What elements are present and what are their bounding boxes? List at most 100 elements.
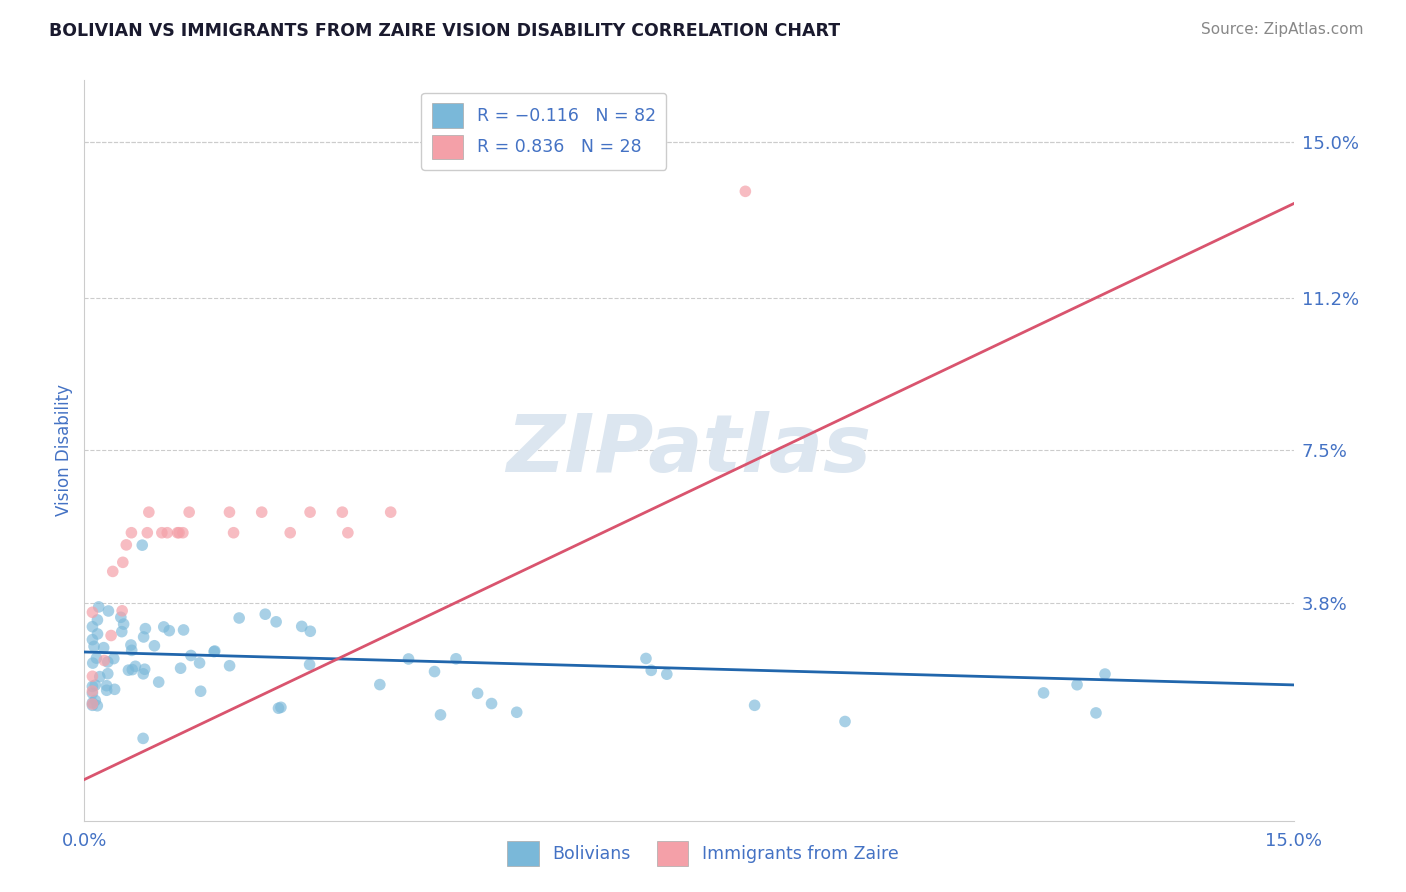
Point <box>86 651 108 665</box>
Point <box>506 706 529 720</box>
Point <box>134 622 156 636</box>
Y-axis label: Vision Disability: Vision Disability <box>55 384 73 516</box>
Point <box>84 678 107 692</box>
Legend: R = −0.116   N = 82, R = 0.836   N = 28: R = −0.116 N = 82, R = 0.836 N = 28 <box>422 93 666 169</box>
Point <box>640 664 662 678</box>
Point <box>368 677 391 691</box>
Point <box>86 627 108 641</box>
Point <box>298 657 321 672</box>
Point <box>299 624 322 639</box>
Point <box>1032 686 1054 700</box>
Point <box>166 525 188 540</box>
Legend: Bolivians, Immigrants from Zaire: Bolivians, Immigrants from Zaire <box>501 834 905 872</box>
Point <box>467 686 489 700</box>
Point <box>96 683 118 698</box>
Point <box>82 697 104 711</box>
Point <box>202 645 225 659</box>
Point <box>112 617 135 632</box>
Point <box>398 652 420 666</box>
Point <box>254 607 277 622</box>
Point <box>131 538 153 552</box>
Point <box>444 652 467 666</box>
Point <box>655 667 678 681</box>
Point <box>89 670 111 684</box>
Point <box>156 525 179 540</box>
Point <box>150 525 173 540</box>
Point <box>111 604 134 618</box>
Point <box>204 644 226 658</box>
Text: ZIPatlas: ZIPatlas <box>506 411 872 490</box>
Point <box>190 684 212 698</box>
Point <box>152 620 174 634</box>
Point <box>97 604 120 618</box>
Point <box>82 680 104 694</box>
Point <box>278 525 301 540</box>
Point <box>82 632 104 647</box>
Point <box>429 707 451 722</box>
Point <box>336 525 359 540</box>
Point <box>1094 667 1116 681</box>
Point <box>82 684 104 698</box>
Point <box>132 666 155 681</box>
Point <box>121 663 143 677</box>
Point <box>84 693 107 707</box>
Point <box>143 639 166 653</box>
Point <box>82 669 104 683</box>
Point <box>100 628 122 642</box>
Point <box>103 651 125 665</box>
Point <box>82 696 104 710</box>
Point <box>179 505 201 519</box>
Point <box>188 656 211 670</box>
Point <box>157 624 180 638</box>
Point <box>132 630 155 644</box>
Point <box>97 655 120 669</box>
Point <box>124 659 146 673</box>
Point <box>1066 678 1088 692</box>
Point <box>136 525 159 540</box>
Point <box>82 605 104 619</box>
Point <box>291 619 314 633</box>
Point <box>222 525 245 540</box>
Text: Source: ZipAtlas.com: Source: ZipAtlas.com <box>1201 22 1364 37</box>
Point <box>228 611 250 625</box>
Point <box>330 505 353 519</box>
Point <box>744 698 766 713</box>
Point <box>834 714 856 729</box>
Point <box>134 662 156 676</box>
Point <box>180 648 202 663</box>
Point <box>117 663 139 677</box>
Point <box>101 565 124 579</box>
Point <box>82 656 104 670</box>
Point <box>115 538 138 552</box>
Point <box>218 505 240 519</box>
Point <box>86 613 108 627</box>
Point <box>97 666 120 681</box>
Point <box>169 661 191 675</box>
Point <box>93 653 115 667</box>
Point <box>111 624 134 639</box>
Point <box>86 698 108 713</box>
Point <box>481 697 503 711</box>
Point <box>87 599 110 614</box>
Point <box>634 651 657 665</box>
Point <box>93 640 115 655</box>
Point <box>148 675 170 690</box>
Point <box>218 658 240 673</box>
Point <box>121 643 143 657</box>
Point <box>264 615 287 629</box>
Point <box>83 640 105 654</box>
Point <box>138 505 160 519</box>
Point <box>96 679 118 693</box>
Point <box>270 700 292 714</box>
Point <box>82 620 104 634</box>
Point <box>120 638 142 652</box>
Point <box>1084 706 1107 720</box>
Point <box>299 505 322 519</box>
Point <box>82 698 104 713</box>
Point <box>104 682 127 697</box>
Point <box>132 731 155 746</box>
Point <box>380 505 402 519</box>
Point <box>250 505 273 519</box>
Point <box>110 610 132 624</box>
Point <box>82 686 104 700</box>
